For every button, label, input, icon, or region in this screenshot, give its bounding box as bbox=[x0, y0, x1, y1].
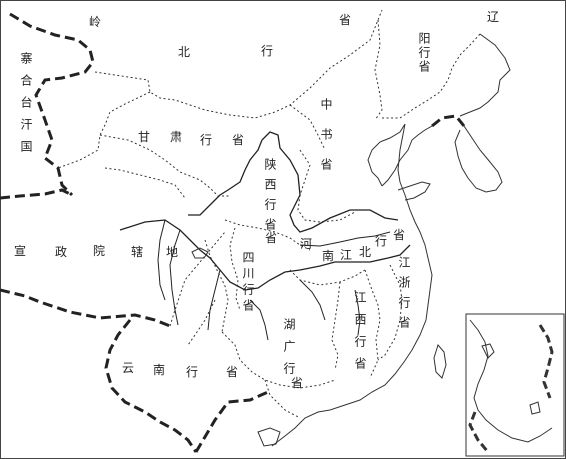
river-trib-1 bbox=[170, 230, 180, 325]
yellow-river bbox=[262, 132, 398, 232]
label-zhongshu: 中书省 bbox=[319, 98, 333, 188]
border-chagatai-west bbox=[0, 190, 72, 198]
label-gansu-su: 肃 bbox=[170, 130, 183, 144]
label-yunnan-yun: 云 bbox=[122, 361, 135, 375]
inset-coast bbox=[470, 320, 552, 442]
label-sichuan: 四川行省 bbox=[241, 251, 255, 315]
label-gansu-gan: 甘 bbox=[138, 130, 151, 144]
coastline bbox=[272, 34, 510, 446]
label-gansu-xing: 行 bbox=[200, 133, 213, 147]
label-shaanxi: 陕西行省 bbox=[263, 158, 277, 238]
label-xuanzheng-xuan: 宣 bbox=[14, 244, 27, 258]
label-liaoyang: 阳行省 bbox=[417, 32, 431, 74]
shandong bbox=[398, 182, 430, 200]
river-trib-3 bbox=[208, 270, 220, 330]
inset-island-2 bbox=[482, 344, 540, 414]
label-henan-he: 河 bbox=[300, 237, 313, 251]
label-saihe: 寨合台汗国 bbox=[19, 52, 33, 162]
river-trib-2 bbox=[158, 220, 165, 300]
inset-islands bbox=[470, 325, 552, 452]
label-huguang-sheng: 省 bbox=[291, 376, 304, 390]
lake-1 bbox=[192, 248, 208, 258]
label-henan-jiang: 江 bbox=[340, 248, 353, 262]
label-liaoyang-1: 辽 bbox=[487, 10, 500, 24]
river-south-3 bbox=[355, 290, 360, 335]
label-xuanzheng-yuan: 院 bbox=[93, 244, 106, 258]
label-xuanzheng-zheng: 政 bbox=[55, 245, 68, 259]
label-yunnan-nan: 南 bbox=[153, 363, 166, 377]
label-henan-sheng: 省 bbox=[393, 228, 406, 242]
label-yunnan-xing: 行 bbox=[186, 365, 199, 379]
label-lingbei-sheng: 省 bbox=[339, 13, 352, 27]
label-henan-bei: 北 bbox=[359, 245, 372, 259]
yellow-river-upper bbox=[188, 140, 262, 215]
border-korea bbox=[432, 116, 464, 126]
hainan bbox=[258, 428, 280, 446]
border-yunnan-south bbox=[106, 320, 268, 452]
label-lingbei-ling: 岭 bbox=[89, 15, 102, 29]
yangtze-river bbox=[120, 220, 410, 290]
label-lingbei-bei: 北 bbox=[178, 45, 191, 59]
korea-peninsula bbox=[455, 126, 502, 192]
label-xuanzheng-di: 地 bbox=[166, 245, 179, 259]
label-gansu-sheng: 省 bbox=[232, 133, 245, 147]
label-henan-nan: 南 bbox=[322, 249, 335, 263]
label-huguang: 湖广行 bbox=[282, 318, 296, 384]
label-jiangxi: 江西行省 bbox=[353, 291, 367, 379]
province-boundaries bbox=[58, 10, 480, 418]
label-yunnan-sheng: 省 bbox=[226, 365, 239, 379]
label-lingbei-xing: 行 bbox=[261, 44, 274, 58]
label-jiangzhe: 江浙行省 bbox=[397, 256, 411, 336]
label-xuanzheng-xia: 辖 bbox=[131, 245, 144, 259]
label-henan-xing: 行 bbox=[375, 234, 388, 248]
huai-river bbox=[300, 232, 390, 246]
taiwan bbox=[434, 345, 446, 378]
border-chagatai-north bbox=[10, 14, 93, 195]
river-south-1 bbox=[300, 280, 325, 320]
label-sichuan-1: 省 bbox=[265, 231, 278, 245]
river-south-2 bbox=[250, 300, 268, 340]
border-xuanzheng-south bbox=[0, 290, 170, 326]
